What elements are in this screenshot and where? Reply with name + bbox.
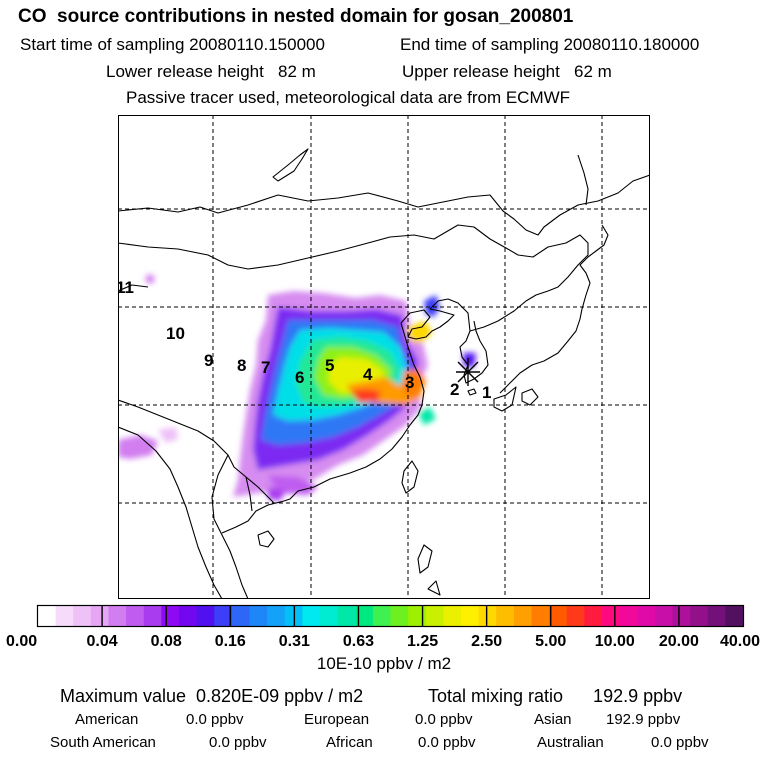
- trajectory-label-8: 8: [237, 356, 246, 375]
- colorbar-cell: [179, 606, 198, 626]
- colorbar-tick-label: 2.50: [471, 633, 502, 650]
- american-label: American: [75, 711, 139, 728]
- concentration-plume: [118, 275, 476, 501]
- colorbar-cell: [355, 606, 374, 626]
- colorbar-cell: [584, 606, 603, 626]
- trajectory-label-5: 5: [325, 356, 334, 375]
- colorbar-cell: [672, 606, 691, 626]
- south-american-value: 0.0 ppbv: [209, 734, 267, 751]
- colorbar-cell: [38, 606, 57, 626]
- colorbar-cell: [566, 606, 585, 626]
- start-time-label: Start time of sampling 20080110.150000: [20, 35, 325, 54]
- colorbar-cell: [425, 606, 444, 626]
- trajectory-label-3: 3: [405, 373, 414, 392]
- colorbar-cell: [372, 606, 392, 626]
- colorbar-tick-label: 0.63: [343, 633, 374, 650]
- colorbar-cell: [108, 606, 127, 626]
- asian-value: 192.9 ppbv: [606, 711, 681, 728]
- colorbar-cell: [126, 606, 145, 626]
- colorbar-tick-label: 0.00: [6, 633, 37, 650]
- colorbar-cell: [337, 606, 356, 626]
- colorbar-cell: [231, 606, 251, 626]
- colorbar-cell: [478, 606, 497, 626]
- lat-lon-grid: [118, 115, 650, 599]
- trajectory-labels: 1 2 3 4 5 6 7 8 9 10 11: [118, 278, 491, 402]
- colorbar-tick-label: 0.04: [87, 633, 118, 650]
- asian-label: Asian: [534, 711, 572, 728]
- map-frame: [118, 115, 650, 599]
- colorbar-tick-label: 0.31: [279, 633, 310, 650]
- colorbar-cell: [143, 606, 162, 626]
- australian-value: 0.0 ppbv: [651, 734, 709, 751]
- trajectory-label-10: 10: [166, 324, 185, 343]
- total-mixing-ratio-label: Total mixing ratio 192.9 ppbv: [428, 686, 683, 706]
- colorbar-cell: [320, 606, 339, 626]
- colorbar-cell: [90, 606, 110, 626]
- trajectory-label-9: 9: [204, 351, 213, 370]
- european-value: 0.0 ppbv: [415, 711, 473, 728]
- maximum-value-label: Maximum value 0.820E-09 ppbv / m2: [60, 686, 364, 706]
- colorbar-cell: [725, 606, 744, 626]
- colorbar-cell: [55, 606, 74, 626]
- trajectory-label-4: 4: [363, 365, 373, 384]
- upper-release-label: Upper release height 62 m: [402, 62, 612, 81]
- colorbar-cell: [461, 606, 480, 626]
- colorbar-tick-label: 0.16: [215, 633, 246, 650]
- colorbar: 0.00 0.04 0.08 0.16 0.31 0.63 1.25 2.50 5.00 10.0…: [6, 604, 760, 650]
- african-label: African: [326, 734, 373, 751]
- australian-label: Australian: [537, 734, 604, 751]
- trajectory-label-6: 6: [295, 368, 304, 387]
- coastlines: [118, 148, 650, 599]
- trajectory-label-2: 2: [450, 380, 459, 399]
- plot-title: CO source contributions in nested domain…: [18, 6, 574, 27]
- colorbar-cell: [302, 606, 321, 626]
- colorbar-cell: [637, 606, 656, 626]
- colorbar-tick-label: 40.00: [720, 633, 760, 650]
- colorbar-cell: [690, 606, 709, 626]
- trajectory-label-7: 7: [261, 358, 270, 377]
- colorbar-cell: [496, 606, 515, 626]
- colorbar-cell: [707, 606, 726, 626]
- trajectory-label-1: 1: [482, 383, 491, 402]
- receptor-star-marker: [456, 358, 480, 386]
- colorbar-tick-label: 0.08: [151, 633, 182, 650]
- colorbar-cell: [73, 606, 92, 626]
- colorbar-cell: [443, 606, 462, 626]
- lower-release-label: Lower release height 82 m: [106, 62, 316, 81]
- colorbar-cell: [267, 606, 286, 626]
- colorbar-cell: [408, 606, 427, 626]
- source-contribution-map: 1 2 3 4 5 6 7 8 9 10 11: [118, 115, 650, 599]
- colorbar-cell: [214, 606, 233, 626]
- colorbar-cell: [513, 606, 533, 626]
- colorbar-cell: [161, 606, 180, 626]
- colorbar-tick-label: 1.25: [407, 633, 438, 650]
- trajectory-label-11: 11: [118, 278, 134, 297]
- african-value: 0.0 ppbv: [418, 734, 476, 751]
- colorbar-cell: [549, 606, 568, 626]
- tracer-info-label: Passive tracer used, meteorological data…: [126, 88, 571, 107]
- colorbar-cell: [196, 606, 215, 626]
- colorbar-tick-label: 5.00: [535, 633, 566, 650]
- american-value: 0.0 ppbv: [186, 711, 244, 728]
- colorbar-cell: [602, 606, 621, 626]
- colorbar-cell: [619, 606, 638, 626]
- colorbar-cell: [249, 606, 268, 626]
- colorbar-unit-label: 10E-10 ppbv / m2: [316, 654, 452, 673]
- colorbar-cell: [654, 606, 674, 626]
- south-american-label: South American: [50, 734, 156, 751]
- european-label: European: [304, 711, 370, 728]
- colorbar-tick-label: 10.00: [595, 633, 635, 650]
- colorbar-tick-label: 20.00: [659, 633, 699, 650]
- colorbar-cell: [531, 606, 550, 626]
- end-time-label: End time of sampling 20080110.180000: [400, 35, 700, 54]
- colorbar-cell: [390, 606, 409, 626]
- colorbar-frame: [36, 604, 745, 628]
